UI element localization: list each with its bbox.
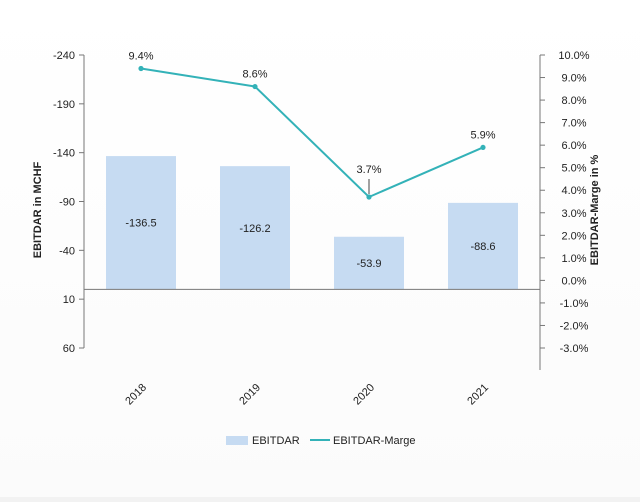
right-axis: 10.0% 9.0% 8.0% 7.0% 6.0% 5.0% 4.0% 3.0% 2.0% 1.0…: [539, 50, 590, 370]
y-axis-title: EBITDAR in MCHF: [32, 161, 44, 258]
right-axis-tick-label: 9.0%: [561, 73, 586, 85]
right-axis-tick-label: 4.0%: [561, 185, 586, 197]
x-axis-tick-label: 2018: [123, 382, 149, 408]
legend-label-ebitdar: EBITDAR: [252, 435, 300, 447]
bar-value-label: -136.5: [125, 218, 156, 230]
bar-ebitdar-2018: [106, 156, 176, 290]
line-series: 9.4% 8.6% 3.7% 5.9%: [128, 51, 496, 200]
bar-value-label: -88.6: [470, 241, 495, 253]
bar-ebitdar-2021: [448, 202, 518, 290]
left-axis-tick-label: 10: [63, 294, 75, 306]
x-axis-tick-label: 2021: [465, 382, 491, 408]
legend-label-marge: EBITDAR-Marge: [333, 435, 416, 447]
marge-point-2021: [480, 144, 486, 151]
bar-value-label: -53.9: [356, 258, 381, 270]
right-axis-tick-label: 6.0%: [561, 140, 586, 152]
y2-axis-title: EBITDAR-Marge in %: [589, 154, 601, 265]
right-axis-tick-label: 0.0%: [561, 275, 586, 287]
marge-point-2019: [252, 83, 258, 90]
marge-value-label: 3.7%: [356, 164, 381, 176]
marge-line: [140, 67, 484, 199]
bar-ebitdar-2019: [220, 166, 290, 290]
right-axis-tick-label: 8.0%: [561, 95, 586, 107]
right-axis-tick-label: -2.0%: [560, 320, 589, 332]
marge-point-2018: [138, 65, 144, 72]
left-axis-tick-label: -190: [53, 99, 75, 111]
left-axis-tick-label: -90: [59, 197, 75, 209]
x-axis-tick-label: 2020: [351, 382, 377, 408]
left-axis-tick-label: -240: [53, 50, 75, 62]
bar-ebitdar-2020: [334, 236, 404, 290]
left-axis-tick-label: -40: [59, 245, 75, 257]
right-axis-tick-label: 3.0%: [561, 208, 586, 220]
legend: EBITDAR EBITDAR-Marge: [226, 435, 416, 447]
x-axis-tick-label: 2019: [237, 382, 263, 408]
marge-value-label: 9.4%: [128, 51, 153, 63]
right-axis-tick-label: -3.0%: [560, 343, 589, 355]
x-axis-labels: 2018 2019 2020 2021: [123, 382, 491, 408]
right-axis-tick-label: 7.0%: [561, 118, 586, 130]
marge-value-label: 8.6%: [242, 69, 267, 81]
right-axis-tick-label: 1.0%: [561, 253, 586, 265]
right-axis-tick-label: 5.0%: [561, 163, 586, 175]
right-axis-tick-label: -1.0%: [560, 298, 589, 310]
legend-swatch-ebitdar: [226, 436, 248, 445]
bar-value-label: -126.2: [239, 223, 270, 235]
marge-point-2020: [366, 194, 372, 200]
left-axis: -240 -190 -140 -90 -40 10 60: [53, 50, 85, 355]
marge-value-label: 5.9%: [470, 129, 495, 141]
left-axis-tick-label: -140: [53, 148, 75, 160]
right-axis-tick-label: 10.0%: [558, 50, 589, 62]
left-axis-tick-label: 60: [63, 343, 75, 355]
right-axis-tick-label: 2.0%: [561, 230, 586, 242]
bar-series: -136.5 -126.2 -53.9 -88.6: [106, 156, 518, 290]
